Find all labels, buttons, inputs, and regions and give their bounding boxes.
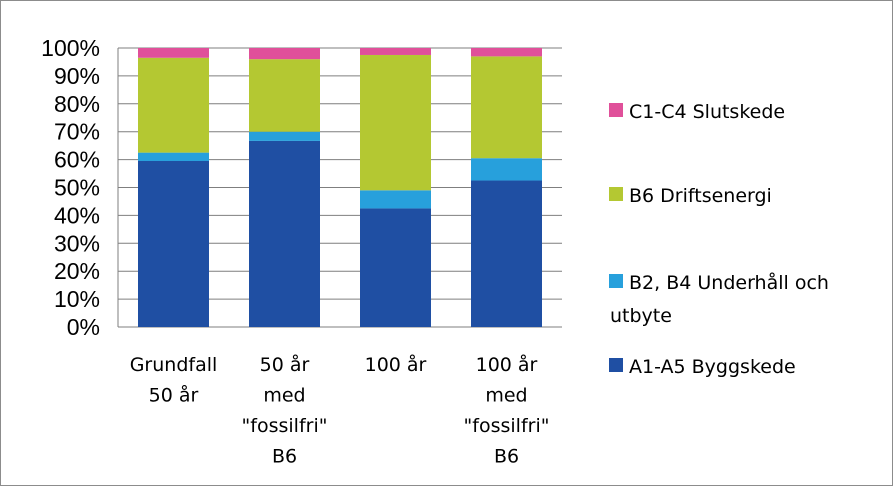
y-tick-label: 100% [41, 35, 100, 61]
bar-segment [249, 140, 320, 327]
legend-label: B6 Driftsenergi [629, 185, 772, 207]
y-tick-label: 40% [54, 202, 100, 228]
legend-swatch [609, 274, 623, 288]
legend-label: B2, B4 Underhåll och utbyte [610, 271, 829, 327]
bar-segment [360, 48, 431, 55]
legend-swatch [609, 358, 623, 372]
bar-segment [360, 190, 431, 209]
legend-label: C1-C4 Slutskede [629, 101, 785, 123]
y-tick-label: 50% [54, 175, 100, 201]
legend-swatch [609, 187, 623, 201]
x-category-label: 100 år [365, 353, 427, 376]
bar-segment [138, 160, 209, 327]
bar-segment [138, 57, 209, 153]
bar-segment [249, 59, 320, 132]
y-tick-label: 60% [54, 147, 100, 173]
bar-segment [138, 152, 209, 161]
bar-segment [138, 48, 209, 58]
bar-segment [471, 48, 542, 57]
legend-label: A1-A5 Byggskede [629, 356, 796, 378]
y-tick-label: 20% [54, 258, 100, 284]
y-tick-label: 30% [54, 230, 100, 256]
x-category-label: 100 år med "fossilfri" B6 [464, 353, 550, 468]
y-tick-label: 70% [54, 119, 100, 145]
bar-segment [471, 180, 542, 327]
y-tick-label: 0% [67, 314, 100, 340]
x-category-label: 50 år med "fossilfri" B6 [242, 353, 328, 468]
bar-segment [360, 208, 431, 327]
y-tick-label: 90% [54, 63, 100, 89]
bar-segment [471, 158, 542, 181]
x-category-label: Grundfall 50 år [130, 354, 218, 407]
bar-segment [360, 54, 431, 191]
bar-segment [249, 48, 320, 60]
bar-segment [471, 56, 542, 159]
legend-swatch [609, 103, 623, 117]
y-tick-label: 80% [54, 91, 100, 117]
y-tick-label: 10% [54, 286, 100, 312]
bar-segment [249, 131, 320, 141]
